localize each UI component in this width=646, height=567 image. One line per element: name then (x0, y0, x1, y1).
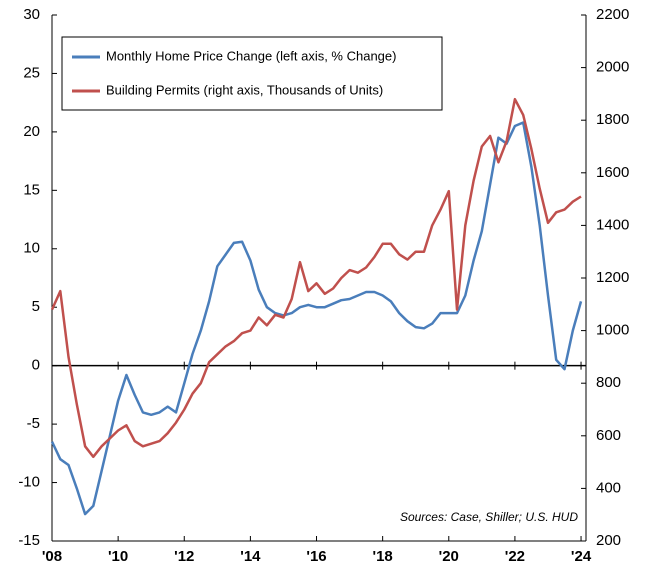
y2-tick-label: 1800 (596, 111, 629, 128)
x-tick-label: '12 (174, 548, 194, 565)
x-tick-label: '18 (373, 548, 393, 565)
y-tick-label: 20 (23, 123, 40, 140)
y2-tick-label: 1400 (596, 216, 629, 233)
series-line (50, 121, 583, 516)
y-tick-label: -5 (27, 415, 40, 432)
y-tick-label: 10 (23, 240, 40, 257)
x-tick-label: '22 (505, 548, 525, 565)
x-tick-label: '16 (306, 548, 326, 565)
x-tick-label: '14 (240, 548, 261, 565)
x-tick-label: '20 (439, 548, 459, 565)
y-tick-label: 5 (32, 298, 40, 315)
legend-label: Building Permits (right axis, Thousands … (106, 82, 383, 97)
x-tick-label: '08 (42, 548, 62, 565)
y2-tick-label: 1600 (596, 164, 629, 181)
x-tick-label: '24 (571, 548, 592, 565)
y2-tick-label: 1000 (596, 322, 629, 339)
y2-tick-label: 2200 (596, 6, 629, 23)
y-tick-label: -10 (18, 474, 40, 491)
y2-tick-label: 200 (596, 532, 621, 549)
y2-tick-label: 2000 (596, 59, 629, 76)
series-line (50, 97, 582, 459)
legend-box (61, 36, 443, 111)
annotation: Sources: Case, Shiller; U.S. HUD (400, 510, 578, 524)
y2-tick-label: 600 (596, 427, 621, 444)
x-tick-label: '10 (108, 548, 128, 565)
y2-tick-label: 400 (596, 479, 621, 496)
y2-tick-label: 800 (596, 374, 621, 391)
y-tick-label: -15 (18, 532, 40, 549)
y-tick-label: 25 (23, 64, 40, 81)
y-tick-label: 30 (23, 6, 40, 23)
legend-label: Monthly Home Price Change (left axis, % … (106, 48, 396, 63)
y2-tick-label: 1200 (596, 269, 629, 286)
y-tick-label: 15 (23, 181, 40, 198)
y-tick-label: 0 (32, 357, 40, 374)
